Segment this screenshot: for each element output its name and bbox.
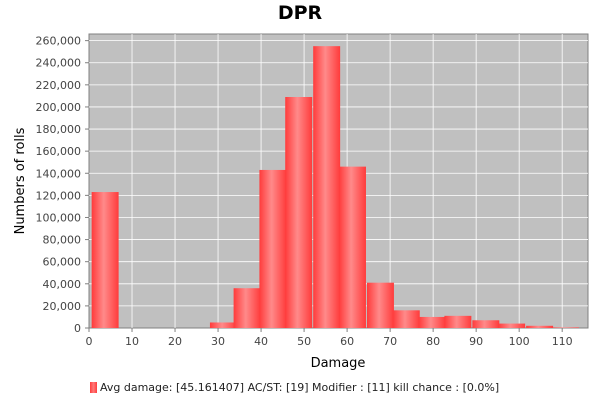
x-tick-label: 90 [469, 335, 483, 348]
histogram-bar: 146000 [339, 166, 366, 328]
legend: Avg damage: [45.161407] AC/ST: [19] Modi… [90, 381, 499, 394]
y-tick-label: 40,000 [43, 278, 82, 291]
x-tick-label: 100 [509, 335, 530, 348]
y-axis-label: Numbers of rolls [13, 127, 28, 234]
x-tick-label: 20 [168, 335, 182, 348]
y-tick-label: 180,000 [36, 123, 82, 136]
x-tick-label: 50 [297, 335, 311, 348]
histogram-bar: 7000 [472, 320, 500, 328]
x-tick-label: 30 [211, 335, 225, 348]
histogram-bar: 36000 [233, 288, 261, 328]
y-tick-label: 240,000 [36, 57, 82, 70]
histogram-bar: 16000 [392, 310, 420, 328]
x-axis-label: Damage [311, 356, 366, 371]
x-tick-label: 40 [254, 335, 268, 348]
y-tick-label: 60,000 [43, 256, 82, 269]
chart-title: DPR [277, 2, 323, 24]
legend-label: Avg damage: [45.161407] AC/ST: [19] Modi… [100, 381, 500, 394]
y-tick-label: 160,000 [36, 145, 82, 158]
histogram-bar: 500 [551, 327, 579, 328]
y-axis-ticks: 0 20,000 40,000 60,000 80,000 100,000 120,000 1… [36, 35, 89, 335]
y-tick-label: 120,000 [36, 189, 82, 202]
legend-swatch [90, 382, 97, 393]
y-tick-label: 0 [74, 322, 81, 335]
x-tick-label: 10 [125, 335, 139, 348]
histogram-bar: 11000 [444, 315, 472, 328]
histogram-bar: 10000 [418, 316, 446, 328]
y-tick-label: 200,000 [36, 101, 82, 114]
y-tick-label: 80,000 [43, 234, 82, 247]
histogram-bar: 4000 [498, 323, 526, 328]
histogram-bar: 143000 [259, 169, 287, 328]
x-tick-label: 110 [552, 335, 573, 348]
y-tick-label: 140,000 [36, 167, 82, 180]
x-tick-label: 80 [426, 335, 440, 348]
histogram-bar: 41000 [366, 282, 394, 328]
y-tick-label: 100,000 [36, 211, 82, 224]
y-tick-label: 20,000 [43, 300, 82, 313]
histogram-bar: 255000 [313, 46, 341, 328]
y-tick-label: 220,000 [36, 79, 82, 92]
x-tick-label: 60 [340, 335, 354, 348]
bar-series: 1230005000360001430002090002550001460004… [91, 46, 579, 328]
x-tick-label: 0 [86, 335, 93, 348]
histogram-bar: 123000 [91, 192, 119, 328]
histogram-bar: 209000 [285, 97, 313, 328]
x-tick-label: 70 [383, 335, 397, 348]
histogram-bar: 2000 [526, 325, 554, 328]
histogram-bar: 5000 [209, 322, 237, 328]
x-axis-ticks: 0 10 20 30 40 50 60 70 80 90 100 110 [86, 328, 573, 348]
y-tick-label: 260,000 [36, 35, 82, 48]
